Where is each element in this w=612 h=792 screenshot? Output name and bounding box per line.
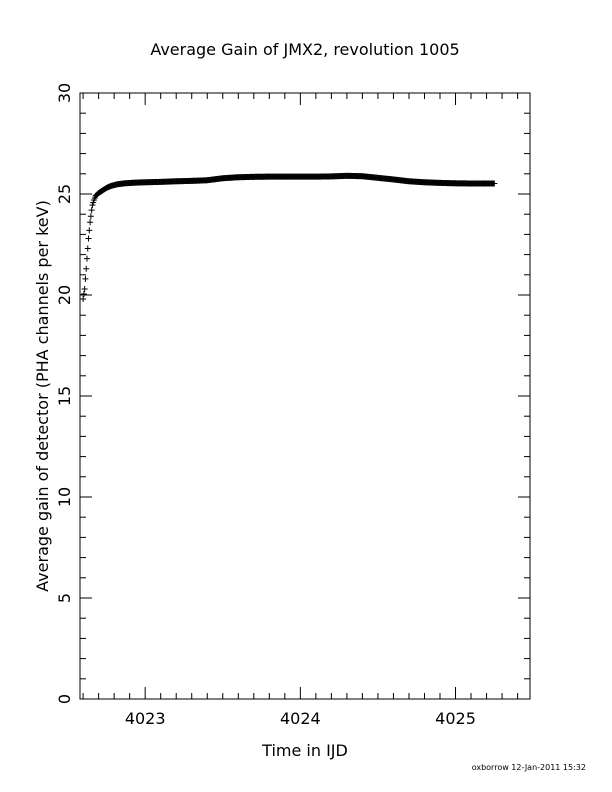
data-point-marker <box>83 265 90 272</box>
chart-title: Average Gain of JMX2, revolution 1005 <box>150 40 459 59</box>
data-points <box>80 172 498 303</box>
y-tick-label: 20 <box>55 285 74 305</box>
y-tick-label: 25 <box>55 184 74 204</box>
y-tick-label: 15 <box>55 386 74 406</box>
data-point-marker <box>86 227 93 234</box>
data-point-marker <box>80 296 87 303</box>
x-minor-ticks <box>82 93 519 699</box>
data-point-marker <box>80 290 87 297</box>
data-point-marker <box>87 219 94 226</box>
footer-signature: oxborrow 12-Jan-2011 15:32 <box>472 763 586 772</box>
y-axis-label: Average gain of detector (PHA channels p… <box>33 200 52 592</box>
x-tick-label: 4023 <box>125 709 166 728</box>
data-point-marker <box>90 199 97 206</box>
y-tick-label: 30 <box>55 83 74 103</box>
y-tick-labels: 0 5 10 15 20 25 30 <box>55 83 74 704</box>
data-point-marker <box>83 255 90 262</box>
y-tick-label: 5 <box>55 593 74 603</box>
x-tick-label: 4025 <box>435 709 476 728</box>
y-minor-ticks <box>80 112 530 680</box>
y-tick-label: 0 <box>55 694 74 704</box>
data-point-marker <box>82 275 89 282</box>
y-major-ticks <box>80 92 530 700</box>
x-tick-labels: 4023 4024 4025 <box>125 709 476 728</box>
data-point-marker <box>84 245 91 252</box>
data-point-marker <box>87 213 94 220</box>
x-axis-label: Time in IJD <box>261 741 348 760</box>
data-point-marker <box>491 180 498 187</box>
data-point-marker <box>89 202 96 209</box>
data-point-marker <box>85 235 92 242</box>
x-major-ticks <box>144 93 457 699</box>
y-tick-label: 10 <box>55 487 74 507</box>
data-point-marker <box>81 285 88 292</box>
x-tick-label: 4024 <box>280 709 321 728</box>
data-point-marker <box>88 207 95 214</box>
